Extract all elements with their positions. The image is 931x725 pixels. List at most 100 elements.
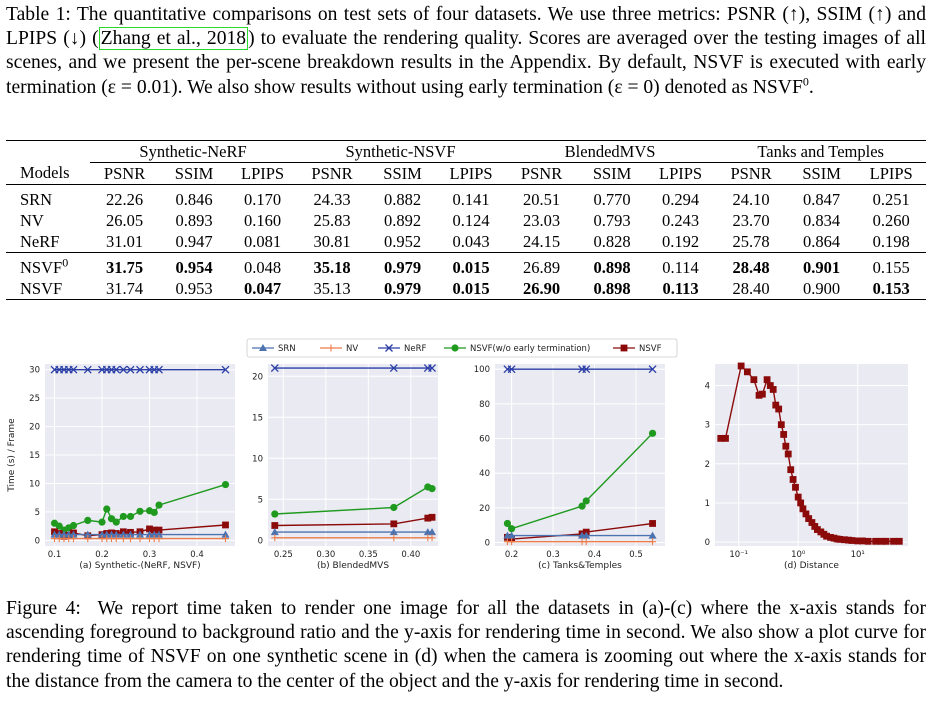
data-point-nsvf-w-o-early-termination (119, 512, 127, 521)
legend-marker (451, 344, 459, 352)
citation-link[interactable]: Zhang et al., 2018 (98, 27, 249, 51)
data-point-nsvf (877, 537, 885, 545)
data-point-nsvf-w-o-early-termination (103, 505, 111, 513)
y-tick-label: 0 (705, 538, 710, 548)
table-value-cell: 0.947 (175, 231, 213, 251)
model-name: NSVF (20, 278, 63, 298)
table-row: SRN 22.26 0.846 0.170 24.33 0.882 0.141 20.51 0.… (6, 189, 926, 210)
data-point-nsvf (750, 376, 758, 384)
data-point-nsvf (808, 519, 816, 526)
data-point-nerf (112, 365, 121, 374)
table-value-cell: 0.114 (662, 257, 699, 277)
x-tick-label: 10⁻¹ (729, 550, 748, 560)
y-tick-label: 100 (474, 365, 490, 375)
table-value-cell: 0.047 (228, 278, 297, 300)
table-value-cell: 0.864 (803, 231, 841, 251)
table-value-cell: 0.124 (452, 210, 490, 230)
table-spacer-mid (6, 252, 926, 257)
data-point-nsvf-w-o-early-termination (112, 518, 120, 526)
table-value-cell: 0.954 (175, 257, 213, 277)
table-value-cell: 24.33 (313, 189, 351, 209)
data-point-srn (112, 530, 121, 538)
legend-label: NV (346, 344, 358, 354)
table-value-cell: 31.74 (89, 278, 160, 300)
data-point-nv (127, 535, 134, 543)
x-tick-label: 0.35 (359, 550, 378, 560)
x-tick-label: 0.3 (143, 550, 157, 560)
data-point-nv (649, 538, 657, 546)
table-model-cell: NeRF (6, 231, 90, 253)
data-point-nsvf (737, 362, 745, 370)
figure-4: SRN NV NeRF NSVF(w/o early termination) NSVF… (7, 338, 908, 571)
data-point-nsvf-w-o-early-termination (155, 501, 163, 509)
y-tick-label: 40 (479, 469, 490, 479)
chart-panel-2: 0.25 0.30 0.35 0.40 0 5 10 15 20 (b) BlendedMVS (252, 364, 438, 571)
x-tick-label: 0.2 (95, 550, 109, 560)
data-point-nerf (648, 365, 657, 374)
data-point-nv (222, 535, 229, 543)
data-point-nsvf (428, 513, 436, 521)
table-metric-3-2: LPIPS (856, 162, 926, 185)
legend-item-srn: SRN (252, 344, 296, 354)
data-point-nerf (119, 365, 128, 374)
figure-caption: Figure 4: We report time taken to render… (6, 597, 926, 694)
table-value-cell: 31.75 (106, 257, 144, 277)
data-point-srn (389, 528, 398, 536)
data-point-nsvf-w-o-early-termination (150, 508, 158, 517)
data-point-nsvf-w-o-early-termination (136, 507, 144, 515)
data-point-nsvf (772, 401, 780, 409)
table-corner-cell (6, 140, 90, 163)
results-table: Synthetic-NeRF Synthetic-NSVF BlendedMVS Ta… (6, 140, 926, 300)
table-metric-0-1: SSIM (159, 162, 229, 185)
table-caption-text-b: ) to evaluate the rendering quality. Sco… (6, 28, 926, 98)
data-point-nsvf-w-o-early-termination (507, 525, 516, 533)
data-point-srn (507, 531, 516, 539)
table-group-3: Tanks and Temples (715, 140, 926, 163)
table-metric-0-2: LPIPS (228, 162, 297, 185)
data-point-nsvf (743, 368, 751, 376)
table-value-cell: 25.83 (313, 210, 351, 230)
y-tick-label: 80 (479, 400, 490, 410)
data-point-srn (648, 531, 657, 539)
y-tick-label: 0 (485, 539, 490, 549)
table-value-cell: 0.892 (384, 210, 422, 230)
table-models-header: Models (6, 162, 90, 185)
data-point-nsvf-w-o-early-termination (271, 510, 279, 518)
table-caption: Table 1: The quantitative comparisons on… (6, 3, 926, 100)
data-point-nerf (126, 365, 135, 374)
table-value-cell: 25.78 (732, 231, 770, 251)
table-value-cell: 35.18 (313, 257, 351, 277)
data-point-nerf (582, 365, 591, 374)
data-point-nsvf-w-o-early-termination (221, 480, 230, 489)
table-value-cell: 0.828 (593, 231, 631, 251)
data-point-nsvf-w-o-early-termination (578, 502, 586, 510)
table-metric-3-0: PSNR (715, 162, 787, 185)
data-point-nsvf-w-o-early-termination (648, 429, 657, 437)
table-value-cell: 20.51 (523, 189, 561, 209)
table-value-cell: 0.113 (645, 278, 716, 300)
figure-caption-text: We report time taken to render one image… (6, 598, 926, 692)
data-point-nsvf (775, 405, 783, 413)
data-point-nsvf (763, 376, 771, 384)
legend-marker (620, 344, 628, 352)
table-model-cell: NSVF (6, 278, 90, 300)
table-value-cell: 0.198 (872, 231, 910, 251)
data-point-nsvf (390, 520, 398, 528)
data-point-nv (84, 535, 92, 543)
legend-label: NeRF (404, 344, 426, 354)
x-tick-label: 0.3 (546, 550, 560, 560)
legend-item-nsvf-w-o-early-termination-: NSVF(w/o early termination) (444, 344, 590, 354)
x-tick-label: 0.30 (316, 550, 335, 560)
data-point-nv (155, 535, 163, 543)
data-point-nsvf (722, 434, 729, 442)
data-point-nsvf (797, 499, 805, 507)
chart-panel-3: 0.2 0.3 0.4 0.5 0 20 40 60 80 100 (c) Tanks&Temple… (474, 364, 665, 571)
table-value-cell: 0.294 (662, 189, 700, 209)
y-tick-label: 1 (705, 499, 710, 509)
y-tick-label: 60 (479, 435, 490, 445)
table-spacer-mid-cell (6, 252, 926, 257)
data-point-nsvf (784, 450, 792, 458)
data-point-nerf (428, 364, 437, 373)
table-value-cell: 0.900 (786, 278, 857, 300)
data-point-nsvf (823, 532, 830, 540)
